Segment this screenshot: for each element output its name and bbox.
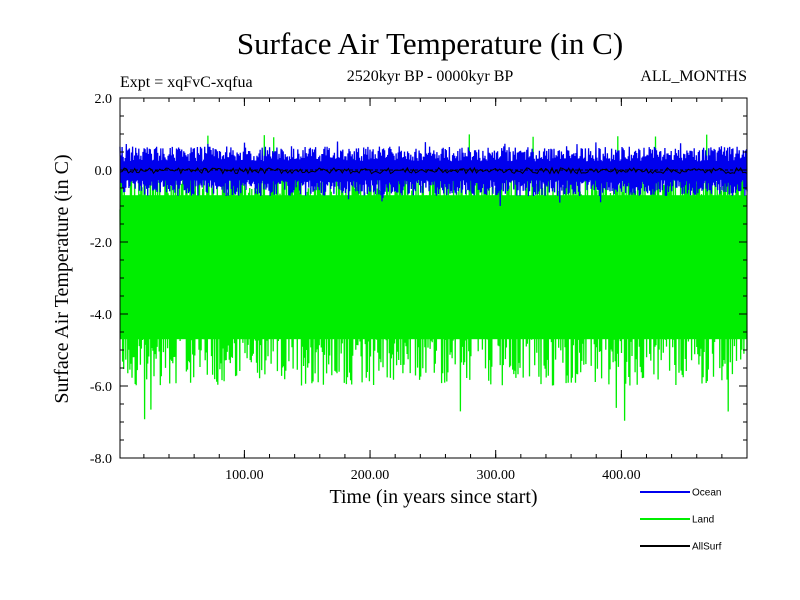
legend-label-land: Land <box>692 515 714 526</box>
y-tick-label: -4.0 <box>90 308 112 323</box>
legend-label-ocean: Ocean <box>692 488 721 499</box>
plot-area <box>119 134 748 421</box>
x-tick-label: 400.00 <box>602 468 641 483</box>
x-tick-label: 200.00 <box>351 468 390 483</box>
y-tick-label: 2.0 <box>95 92 113 107</box>
chart-title: Surface Air Temperature (in C) <box>236 26 624 61</box>
x-tick-label: 300.00 <box>476 468 515 483</box>
legend: Ocean Land AllSurf <box>640 488 722 553</box>
series-ocean-line <box>119 141 748 207</box>
months-label: ALL_MONTHS <box>640 68 747 85</box>
axes: 2.0 0.0 -2.0 -4.0 -6.0 -8.0 100.00 200.00 300.00… <box>90 92 748 483</box>
y-tick-label: -6.0 <box>90 380 112 395</box>
y-tick-label: -8.0 <box>90 452 112 467</box>
series-allsurf-line <box>119 166 748 175</box>
y-tick-label: 0.0 <box>95 164 113 179</box>
experiment-label: Expt = xqFvC-xqfua <box>120 74 253 91</box>
legend-label-allsurf: AllSurf <box>692 542 722 553</box>
series-land-line <box>119 134 748 421</box>
x-tick-label: 100.00 <box>225 468 264 483</box>
chart-subtitle: 2520kyr BP - 0000kyr BP <box>346 68 514 85</box>
x-axis-title: Time (in years since start) <box>329 486 538 508</box>
y-tick-label: -2.0 <box>90 236 112 251</box>
